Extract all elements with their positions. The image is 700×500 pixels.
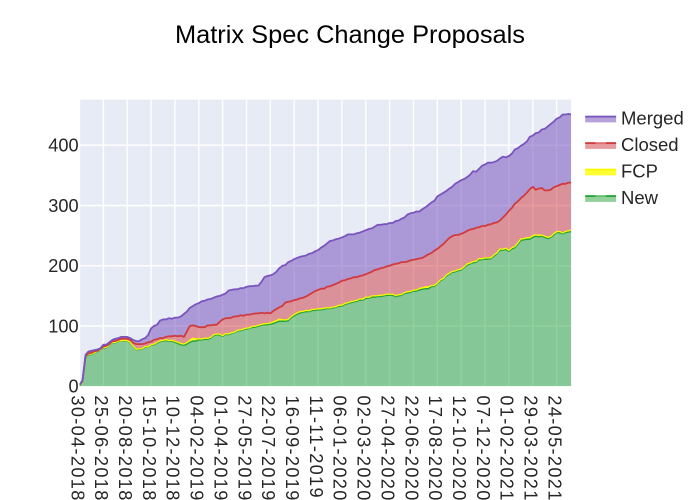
svg-text:07-12-2020: 07-12-2020	[473, 395, 493, 500]
svg-text:22-06-2020: 22-06-2020	[401, 395, 421, 500]
svg-text:20-08-2018: 20-08-2018	[115, 395, 135, 500]
svg-text:100: 100	[48, 316, 78, 336]
svg-text:24-05-2021: 24-05-2021	[544, 395, 564, 500]
svg-text:27-04-2020: 27-04-2020	[377, 395, 397, 500]
svg-text:02-03-2020: 02-03-2020	[354, 395, 374, 500]
svg-text:0: 0	[68, 377, 78, 397]
svg-text:30-04-2018: 30-04-2018	[67, 395, 87, 500]
svg-text:01-04-2019: 01-04-2019	[210, 395, 230, 500]
svg-text:Merged: Merged	[621, 107, 684, 128]
svg-text:Matrix Spec Change Proposals: Matrix Spec Change Proposals	[175, 21, 525, 49]
svg-text:New: New	[621, 187, 659, 208]
svg-text:04-02-2019: 04-02-2019	[187, 395, 207, 500]
svg-text:15-10-2018: 15-10-2018	[139, 395, 159, 500]
svg-text:22-07-2019: 22-07-2019	[258, 395, 278, 500]
svg-text:300: 300	[48, 196, 78, 216]
svg-text:17-08-2020: 17-08-2020	[425, 395, 445, 500]
svg-text:06-01-2020: 06-01-2020	[330, 395, 350, 500]
svg-text:29-03-2021: 29-03-2021	[521, 395, 541, 500]
svg-text:FCP: FCP	[621, 160, 658, 181]
svg-text:Closed: Closed	[621, 134, 679, 155]
svg-text:16-09-2019: 16-09-2019	[282, 395, 302, 500]
svg-text:27-05-2019: 27-05-2019	[234, 395, 254, 500]
svg-text:11-11-2019: 11-11-2019	[306, 395, 326, 499]
svg-text:200: 200	[48, 256, 78, 276]
svg-text:01-02-2021: 01-02-2021	[497, 395, 517, 500]
svg-text:25-06-2018: 25-06-2018	[91, 395, 111, 500]
svg-text:12-10-2020: 12-10-2020	[449, 395, 469, 500]
svg-text:10-12-2018: 10-12-2018	[163, 395, 183, 500]
svg-text:400: 400	[48, 136, 78, 156]
